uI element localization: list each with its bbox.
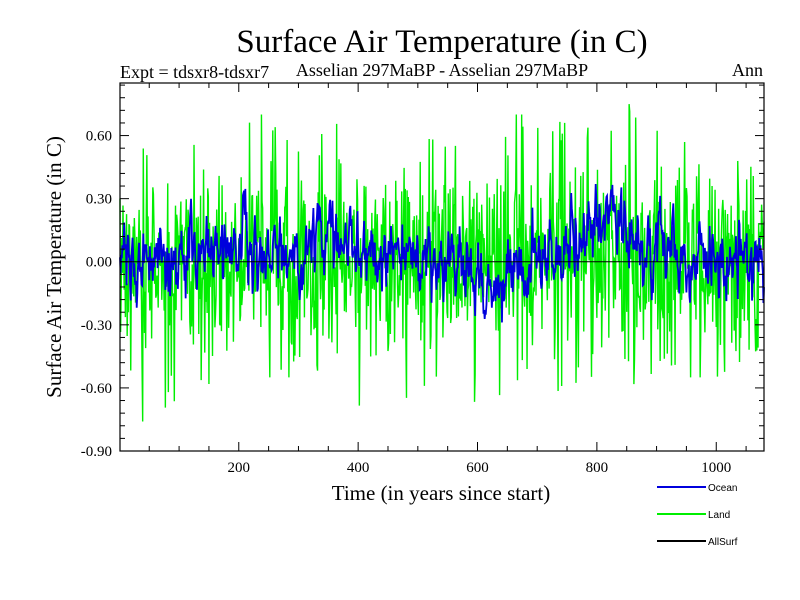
chart-title: Surface Air Temperature (in C) — [236, 24, 647, 60]
season-label: Ann — [732, 60, 763, 80]
ticks — [120, 83, 764, 452]
xtick-label: 800 — [586, 460, 609, 476]
series-line-land — [119, 104, 765, 422]
ytick-label: 0.00 — [86, 255, 112, 271]
legend-label-allsurf: AllSurf — [708, 537, 738, 548]
xtick-label: 600 — [466, 460, 489, 476]
plot-frame — [119, 82, 765, 452]
chart-subtitle: Asselian 297MaBP - Asselian 297MaBP — [296, 60, 588, 80]
ytick-label: -0.30 — [81, 318, 112, 334]
x-axis-label: Time (in years since start) — [332, 481, 551, 505]
ytick-label: -0.90 — [81, 444, 112, 460]
ytick-label: -0.60 — [81, 381, 112, 397]
experiment-label: Expt = tdsxr8-tdsxr7 — [120, 62, 269, 82]
y-axis-label: Surface Air Temperature (in C) — [42, 136, 66, 398]
plot-series — [119, 104, 765, 422]
ytick-labels: -0.90 -0.60 -0.30 0.00 0.30 0.60 — [81, 129, 112, 460]
ytick-label: 0.30 — [86, 192, 112, 208]
ytick-label: 0.60 — [86, 129, 112, 145]
xtick-label: 1000 — [701, 460, 731, 476]
xtick-label: 200 — [228, 460, 251, 476]
xtick-label: 400 — [347, 460, 370, 476]
series-line-ocean — [119, 184, 765, 323]
legend-label-ocean: Ocean — [708, 483, 737, 494]
legend-label-land: Land — [708, 510, 730, 521]
xtick-labels: 200 400 600 800 1000 — [228, 460, 732, 476]
legend: Ocean Land AllSurf — [657, 483, 738, 548]
